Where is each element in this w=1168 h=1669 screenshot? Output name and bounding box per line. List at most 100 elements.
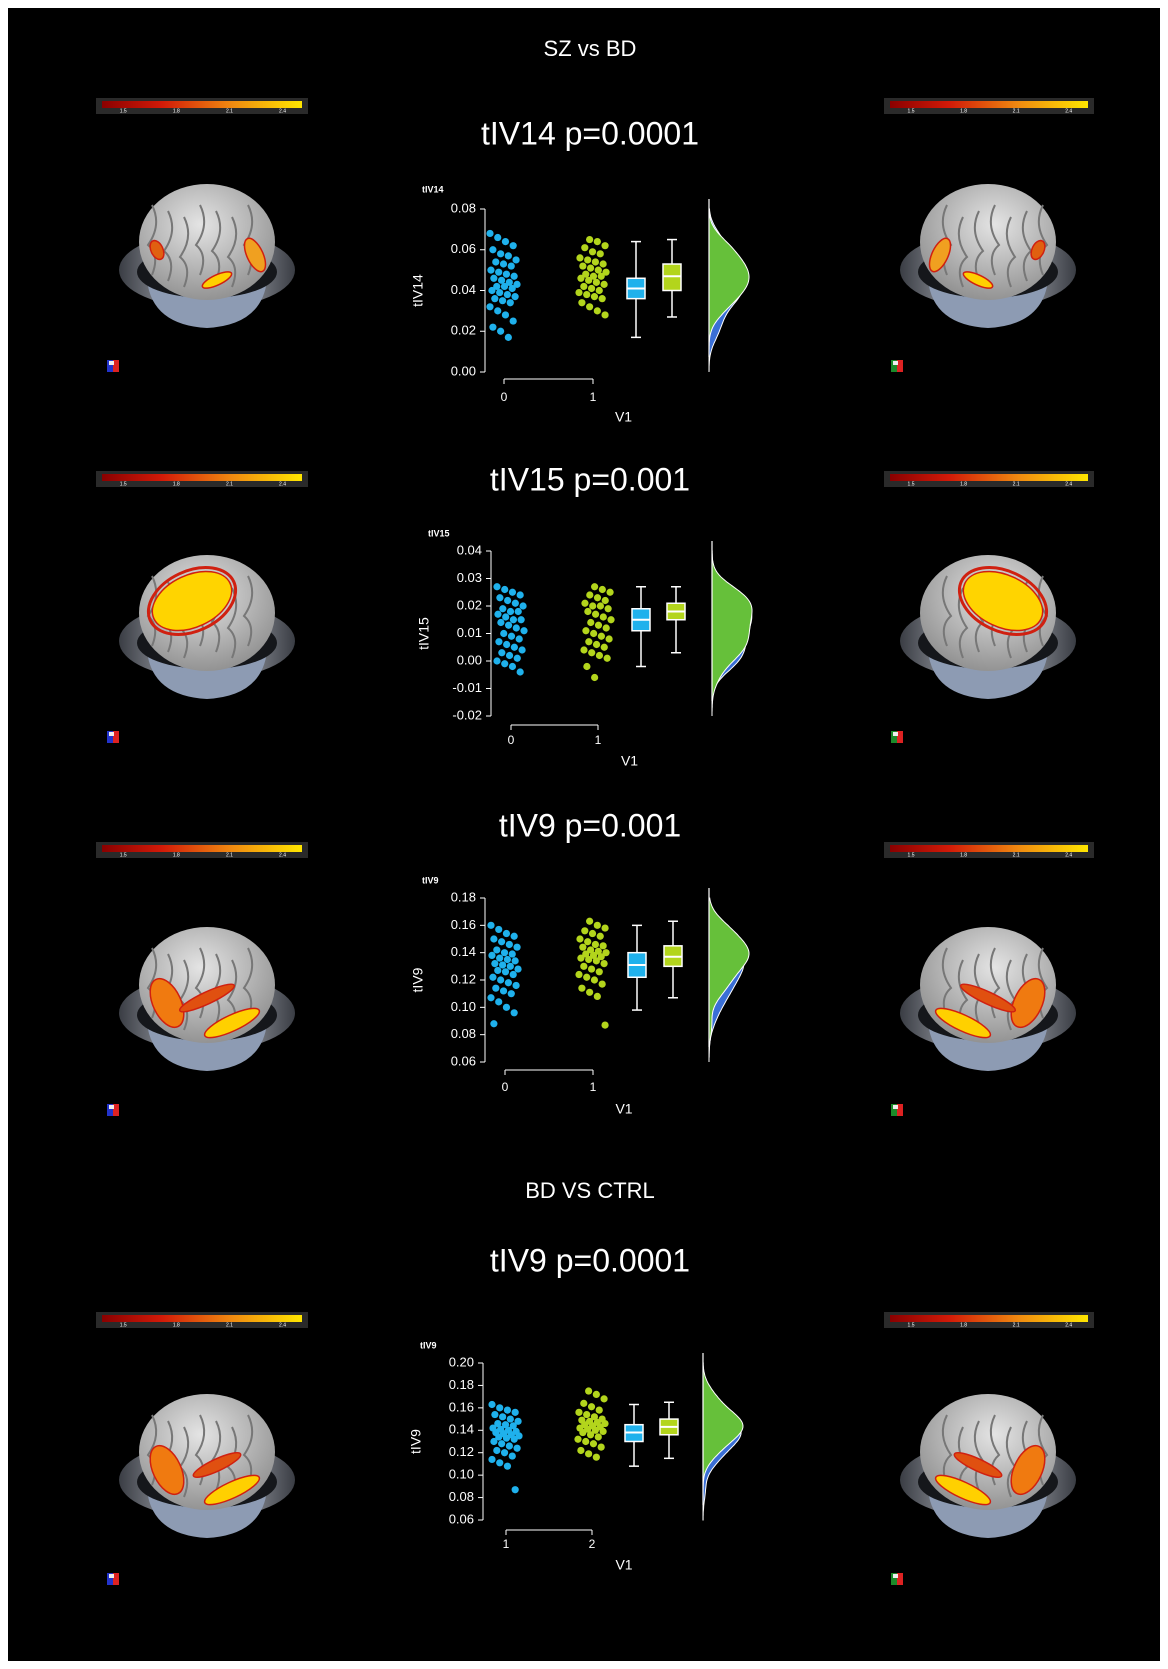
data-point [599, 295, 606, 302]
y-tick-label: 0.14 [451, 944, 476, 959]
colorbar-tick-label: 1.8 [960, 1322, 967, 1328]
data-point [508, 990, 515, 997]
data-point [597, 602, 604, 609]
data-point [519, 646, 526, 653]
data-point [496, 955, 503, 962]
data-point [586, 236, 593, 243]
data-point [587, 264, 594, 271]
data-point [494, 234, 501, 241]
data-point [487, 994, 494, 1001]
data-point [489, 324, 496, 331]
data-point [580, 1400, 587, 1407]
data-point [497, 976, 504, 983]
corner-label: tIV9 [422, 875, 439, 885]
data-point [595, 622, 602, 629]
data-point [575, 971, 582, 978]
y-tick-label: 0.00 [457, 652, 482, 667]
data-point [506, 941, 513, 948]
x-axis-label: V1 [615, 1557, 632, 1573]
y-tick-label: 0.01 [457, 625, 482, 640]
data-point [512, 1486, 519, 1493]
data-point [606, 589, 613, 596]
data-point [584, 256, 591, 263]
data-point [509, 285, 516, 292]
data-point [605, 605, 612, 612]
data-point [575, 289, 582, 296]
data-point [598, 273, 605, 280]
y-tick-label: 0.16 [451, 917, 476, 932]
x-tick-label: 2 [589, 1537, 596, 1551]
data-point [486, 230, 493, 237]
y-tick-label: 0.18 [451, 889, 476, 904]
data-point [595, 1433, 602, 1440]
data-point [493, 1447, 500, 1454]
orientation-cube [893, 732, 898, 736]
colorbar-tick-label: 2.4 [1065, 108, 1072, 114]
data-point [502, 238, 509, 245]
y-tick-label: -0.01 [452, 680, 482, 695]
corner-label: tIV15 [428, 528, 450, 538]
data-point [513, 624, 520, 631]
data-point [596, 287, 603, 294]
colorbar-tick-label: 2.1 [226, 852, 233, 858]
data-point [577, 275, 584, 282]
data-point [594, 594, 601, 601]
colorbar-tick-label: 2.4 [1065, 481, 1072, 487]
data-point [589, 248, 596, 255]
data-point [497, 619, 504, 626]
data-point [596, 1407, 603, 1414]
data-point [582, 627, 589, 634]
data-point [512, 957, 519, 964]
data-point [520, 627, 527, 634]
data-point [576, 254, 583, 261]
data-point [593, 957, 600, 964]
colorbar-tick-label: 1.8 [173, 108, 180, 114]
colorbar-tick-label: 1.5 [120, 481, 127, 487]
colorbar-tick-label: 2.4 [1065, 1322, 1072, 1328]
data-point [600, 1395, 607, 1402]
y-tick-label: 0.10 [449, 1467, 474, 1482]
data-point [602, 597, 609, 604]
data-point [511, 273, 518, 280]
data-point [508, 633, 515, 640]
corner-label: tIV14 [422, 184, 444, 194]
data-point [599, 981, 606, 988]
data-point [505, 252, 512, 259]
data-point [591, 293, 598, 300]
data-point [491, 1411, 498, 1418]
orientation-cube [109, 732, 114, 736]
data-point [502, 613, 509, 620]
data-point [504, 1407, 511, 1414]
colorbar-tick-label: 1.5 [908, 481, 915, 487]
data-point [511, 1436, 518, 1443]
y-tick-label: 0.20 [449, 1354, 474, 1369]
data-point [514, 1445, 521, 1452]
data-point [579, 262, 586, 269]
data-point [490, 935, 497, 942]
data-point [584, 608, 591, 615]
data-point [487, 922, 494, 929]
y-tick-label: 0.00 [451, 363, 476, 378]
data-point [583, 291, 590, 298]
data-point [494, 967, 501, 974]
data-point [597, 933, 604, 940]
data-point [585, 638, 592, 645]
data-point [511, 644, 518, 651]
y-tick-label: 0.14 [449, 1422, 474, 1437]
data-point [498, 277, 505, 284]
y-axis-label: tIV15 [416, 617, 432, 650]
data-point [594, 922, 601, 929]
data-point [592, 941, 599, 948]
colorbar-tick-label: 1.8 [173, 852, 180, 858]
data-point [497, 328, 504, 335]
data-point [491, 960, 498, 967]
data-point [488, 952, 495, 959]
data-point [499, 961, 506, 968]
colorbar-tick-label: 1.5 [908, 108, 915, 114]
data-point [494, 307, 501, 314]
data-point [581, 600, 588, 607]
colorbar-tick-label: 2.1 [1013, 481, 1020, 487]
data-point [508, 262, 515, 269]
y-axis-label: tIV14 [410, 274, 426, 307]
data-point [600, 942, 607, 949]
